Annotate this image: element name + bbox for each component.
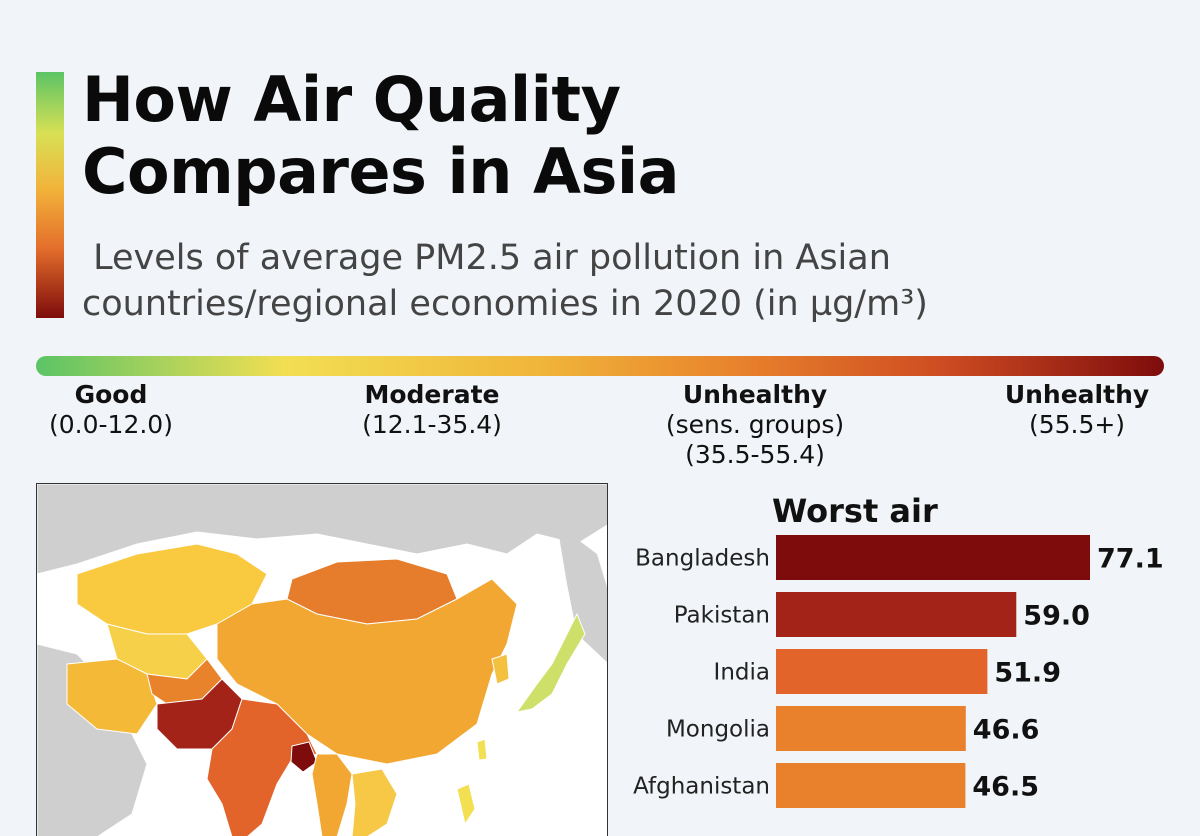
scale-label-unhealthy: Unhealthy (55.5+) bbox=[1000, 380, 1154, 440]
bar-value-label: 77.1 bbox=[1097, 544, 1164, 575]
title-accent-bar bbox=[36, 72, 64, 318]
bar bbox=[776, 649, 988, 694]
subtitle-line-2: countries/regional economies in 2020 (in… bbox=[82, 284, 928, 324]
subtitle-line-1: Levels of average PM2.5 air pollution in… bbox=[82, 238, 891, 278]
scale-unhealthy-sensitive-range-2: (35.5-55.4) bbox=[685, 440, 825, 469]
bar bbox=[776, 706, 966, 751]
worst-air-bar-chart: Bangladesh 77.1 Pakistan 59.0 India 51.9 Mongo… bbox=[633, 535, 1164, 808]
asia-map-svg bbox=[37, 484, 607, 836]
bar-value-label: 46.5 bbox=[972, 772, 1039, 803]
bar-category-label: Pakistan bbox=[674, 603, 770, 629]
bar-value-label: 59.0 bbox=[1023, 601, 1090, 632]
scale-moderate-range: (12.1-35.4) bbox=[362, 410, 502, 439]
scale-label-unhealthy-sensitive: Unhealthy (sens. groups) (35.5-55.4) bbox=[640, 380, 870, 470]
scale-good-name: Good bbox=[74, 380, 148, 409]
bar-value-label: 51.9 bbox=[994, 658, 1061, 689]
scale-unhealthy-range: (55.5+) bbox=[1028, 410, 1126, 439]
scale-unhealthy-sensitive-name: Unhealthy bbox=[682, 380, 828, 409]
scale-moderate-name: Moderate bbox=[364, 380, 500, 409]
bar-category-label: Mongolia bbox=[666, 717, 770, 743]
bar-category-label: Bangladesh bbox=[635, 546, 770, 572]
scale-good-range: (0.0-12.0) bbox=[49, 410, 173, 439]
title-line-1: How Air Quality bbox=[82, 63, 621, 136]
page-title: How Air Quality Compares in Asia bbox=[82, 64, 679, 208]
scale-unhealthy-name: Unhealthy bbox=[1004, 380, 1150, 409]
bar-category-label: Afghanistan bbox=[633, 774, 770, 800]
bar bbox=[776, 535, 1090, 580]
scale-label-moderate: Moderate (12.1-35.4) bbox=[332, 380, 532, 440]
scale-label-good: Good (0.0-12.0) bbox=[36, 380, 186, 440]
scale-unhealthy-sensitive-range-1: (sens. groups) bbox=[665, 410, 845, 439]
bar bbox=[776, 763, 966, 808]
asia-map bbox=[36, 483, 608, 836]
page-subtitle: Levels of average PM2.5 air pollution in… bbox=[82, 235, 982, 327]
title-line-2: Compares in Asia bbox=[82, 135, 679, 208]
bar-category-label: India bbox=[714, 660, 770, 686]
chart-title: Worst air bbox=[772, 492, 938, 530]
bar-value-label: 46.6 bbox=[973, 715, 1040, 746]
bars-group: Bangladesh 77.1 Pakistan 59.0 India 51.9 Mongo… bbox=[633, 535, 1164, 808]
color-scale-bar bbox=[36, 356, 1164, 376]
bar bbox=[776, 592, 1017, 637]
